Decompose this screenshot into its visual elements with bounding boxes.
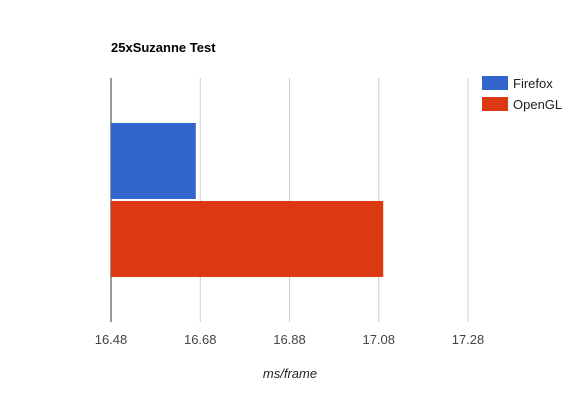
legend-swatch-firefox	[482, 76, 508, 90]
x-tick-label: 17.08	[362, 332, 395, 347]
x-tick-label: 16.88	[273, 332, 306, 347]
bars	[111, 123, 384, 277]
legend: Firefox OpenGL	[482, 76, 562, 112]
x-axis-title: ms/frame	[263, 366, 317, 381]
chart-title: 25xSuzanne Test	[111, 40, 216, 55]
legend-swatch-opengl	[482, 97, 508, 111]
legend-label-firefox: Firefox	[513, 76, 553, 91]
bar-opengl	[111, 201, 384, 277]
x-tick-label: 16.68	[184, 332, 217, 347]
x-tick-labels: 16.48 16.68 16.88 17.08 17.28	[95, 332, 485, 347]
x-tick-label: 16.48	[95, 332, 128, 347]
gridlines	[110, 78, 469, 322]
legend-label-opengl: OpenGL	[513, 97, 562, 112]
bar-firefox	[111, 123, 196, 199]
x-tick-label: 17.28	[452, 332, 485, 347]
